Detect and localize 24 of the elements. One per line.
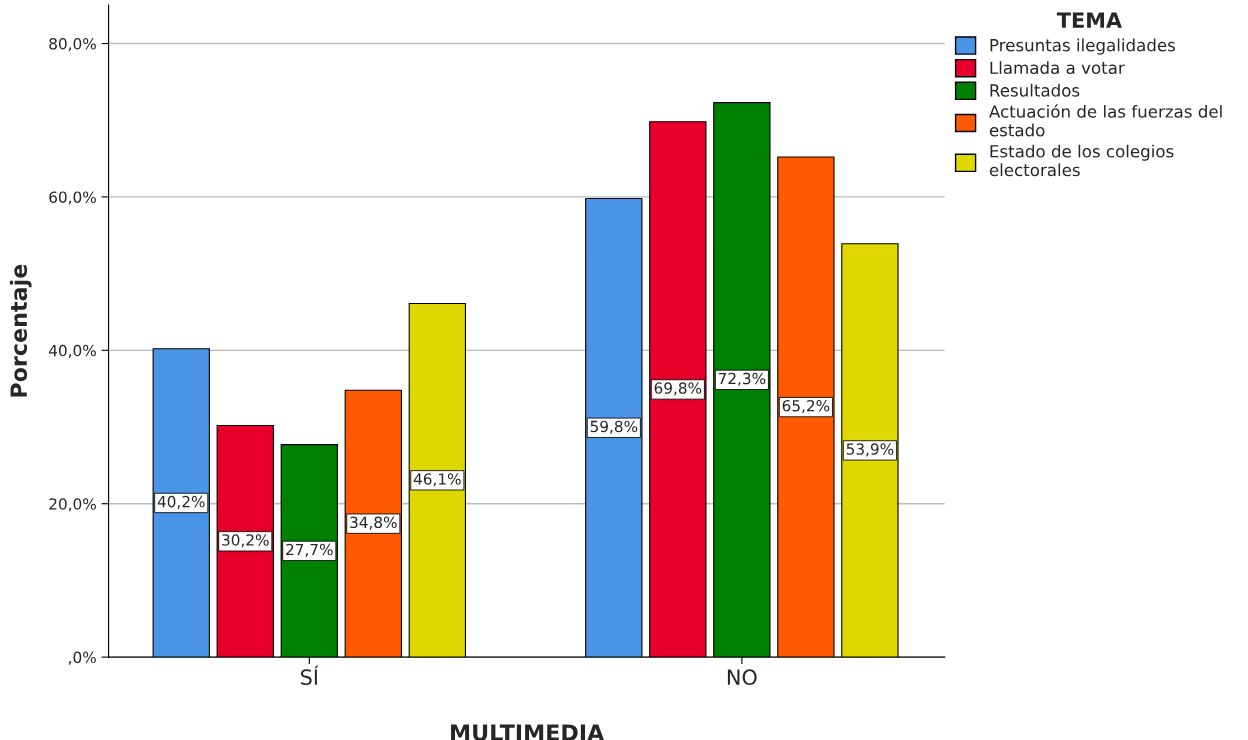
x-tick-label: SÍ — [300, 665, 319, 686]
data-label: 27,7% — [286, 543, 333, 557]
legend-label: Resultados — [990, 83, 1080, 97]
y-tick-label: 20,0% — [49, 498, 96, 512]
data-label: 59,8% — [590, 420, 638, 434]
y-tick-label: 80,0% — [49, 37, 96, 52]
data-label: 65,2% — [782, 399, 830, 414]
y-tick-label: ,0% — [68, 651, 96, 665]
y-axis-title: Porcentaje — [9, 264, 32, 397]
data-label: 69,8% — [654, 382, 702, 396]
data-label: 46,1% — [413, 473, 461, 487]
legend-label: Llamada a votar — [990, 61, 1125, 75]
y-tick-label: 40,0% — [48, 344, 96, 358]
data-label: 72,3% — [718, 372, 766, 386]
legend-label: Actuación de las fuerzas del estado — [989, 104, 1222, 137]
data-label: 34,8% — [350, 516, 397, 530]
data-label: 30,2% — [222, 534, 269, 548]
data-label: 40,2% — [157, 495, 205, 509]
legend-title: TEMA — [1056, 12, 1122, 28]
legend-label: Estado de los colegios electorales — [989, 144, 1174, 177]
legend-label: Presuntas ilegalidades — [990, 38, 1176, 55]
data-label: 53,9% — [846, 443, 894, 457]
x-tick-label: NO — [727, 669, 757, 686]
y-tick-label: 60,0% — [49, 191, 96, 205]
